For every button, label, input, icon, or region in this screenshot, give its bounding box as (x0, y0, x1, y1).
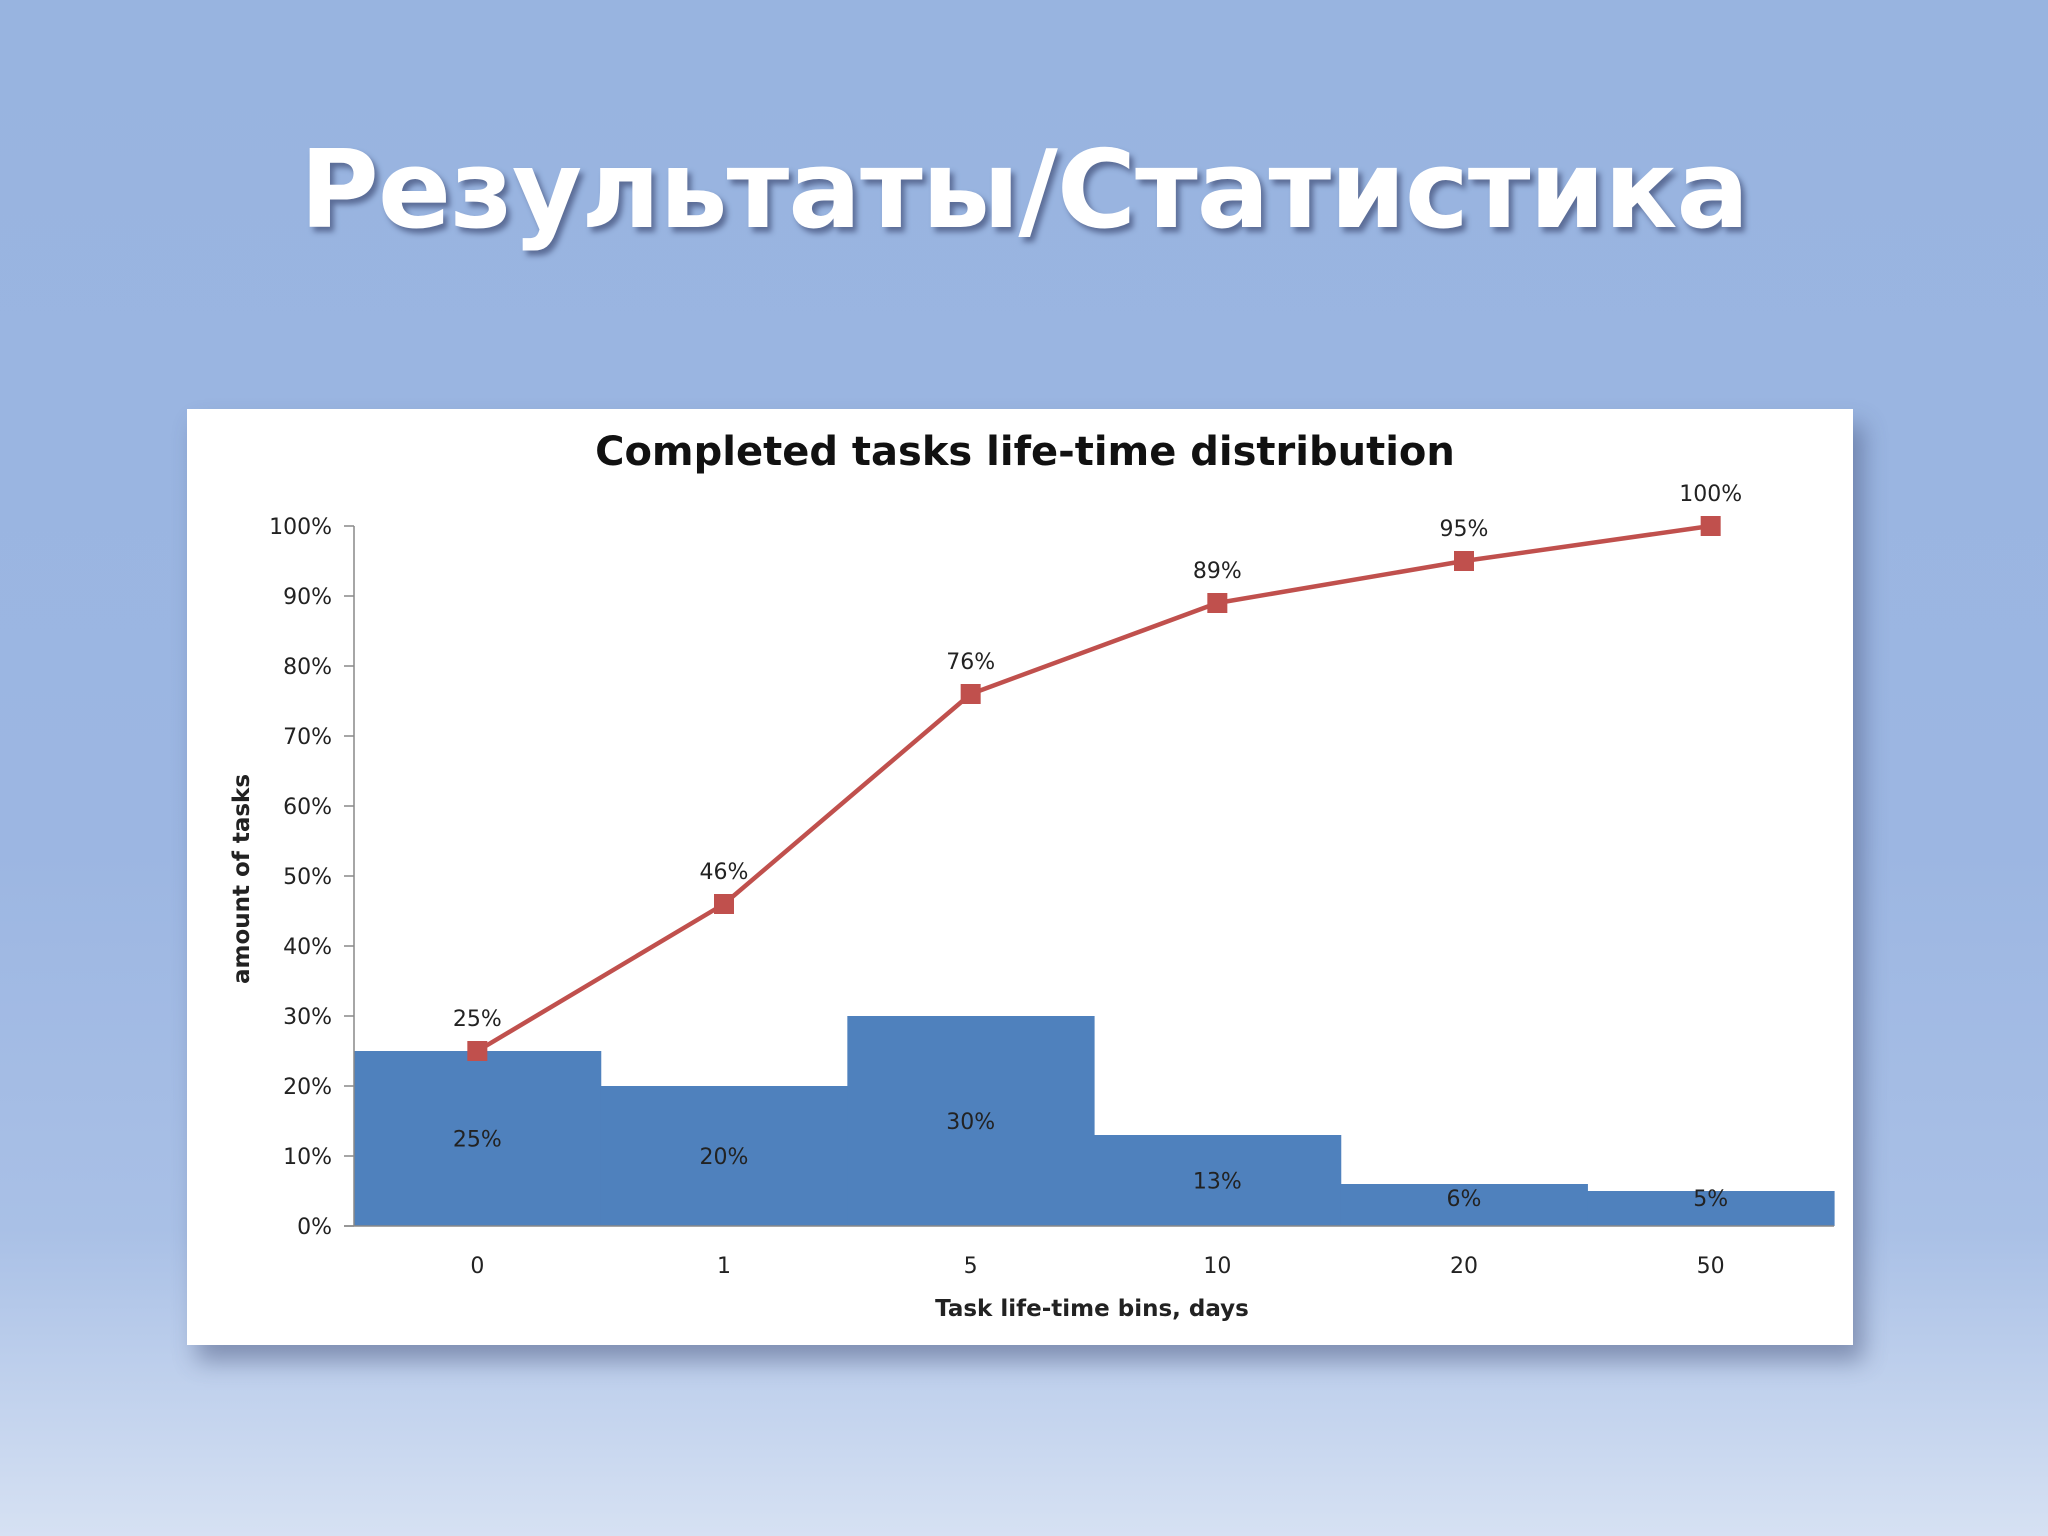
chart: Completed tasks life-time distribution 2… (229, 429, 1835, 1322)
bar-1 (600, 1086, 848, 1226)
line-marker-50 (1700, 516, 1721, 536)
line-series: 25% 46% 76% 89% 95% 100% (453, 482, 1742, 1061)
bar-label-0: 25% (453, 1128, 502, 1153)
line-marker-20 (1454, 551, 1474, 571)
cumulative-line (476, 523, 1711, 1053)
bar-series: 25% 20% 30% 13% 6% 5% (354, 1016, 1835, 1226)
x-tick-label: 20 (1450, 1254, 1478, 1279)
line-marker-10 (1207, 593, 1228, 613)
y-axis-title: amount of tasks (229, 774, 255, 984)
line-label-1: 46% (700, 860, 749, 885)
x-tick-label: 5 (964, 1254, 978, 1279)
line-label-10: 89% (1193, 559, 1242, 584)
chart-panel: Completed tasks life-time distribution 2… (187, 409, 1853, 1345)
line-marker-5 (960, 684, 981, 704)
bar-50 (1587, 1191, 1835, 1226)
y-tick-label: 90% (283, 585, 332, 610)
x-tick-label: 0 (470, 1254, 484, 1279)
slide-title: Результаты/Статистика (299, 128, 1750, 253)
y-tick-label: 40% (283, 935, 332, 960)
x-axis-title: Task life-time bins, days (935, 1296, 1249, 1322)
line-label-5: 76% (946, 650, 995, 675)
bar-label-50: 5% (1693, 1187, 1728, 1212)
bar-label-5: 30% (946, 1110, 995, 1135)
y-tick-label: 100% (269, 515, 332, 540)
chart-title: Completed tasks life-time distribution (595, 429, 1455, 475)
bar-label-20: 6% (1447, 1187, 1482, 1212)
y-tick-label: 30% (283, 1005, 332, 1030)
bar-20 (1340, 1184, 1588, 1226)
bar-10 (1094, 1135, 1342, 1226)
bar-0 (354, 1051, 602, 1226)
y-tick-label: 0% (297, 1215, 332, 1240)
y-tick-label: 50% (283, 865, 332, 890)
line-label-0: 25% (453, 1007, 502, 1032)
x-tick-label: 1 (717, 1254, 731, 1279)
bar-5 (847, 1016, 1095, 1226)
y-tick-label: 80% (283, 655, 332, 680)
line-marker-1 (714, 894, 734, 914)
line-label-20: 95% (1440, 517, 1489, 542)
y-tick-label: 20% (283, 1075, 332, 1100)
line-label-50: 100% (1679, 482, 1742, 507)
y-tick-label: 70% (283, 725, 332, 750)
x-tick-label: 10 (1203, 1254, 1231, 1279)
bar-label-1: 20% (700, 1145, 749, 1170)
y-tick-label: 10% (283, 1145, 332, 1170)
bar-label-10: 13% (1193, 1170, 1242, 1195)
axes: 0% 10% 20% 30% 40% 50% 60% 70% 80% 90% 100% 0 1 5 10 20… (269, 515, 1834, 1279)
y-tick-label: 60% (283, 795, 332, 820)
line-marker-0 (467, 1041, 488, 1061)
x-tick-label: 50 (1697, 1254, 1725, 1279)
